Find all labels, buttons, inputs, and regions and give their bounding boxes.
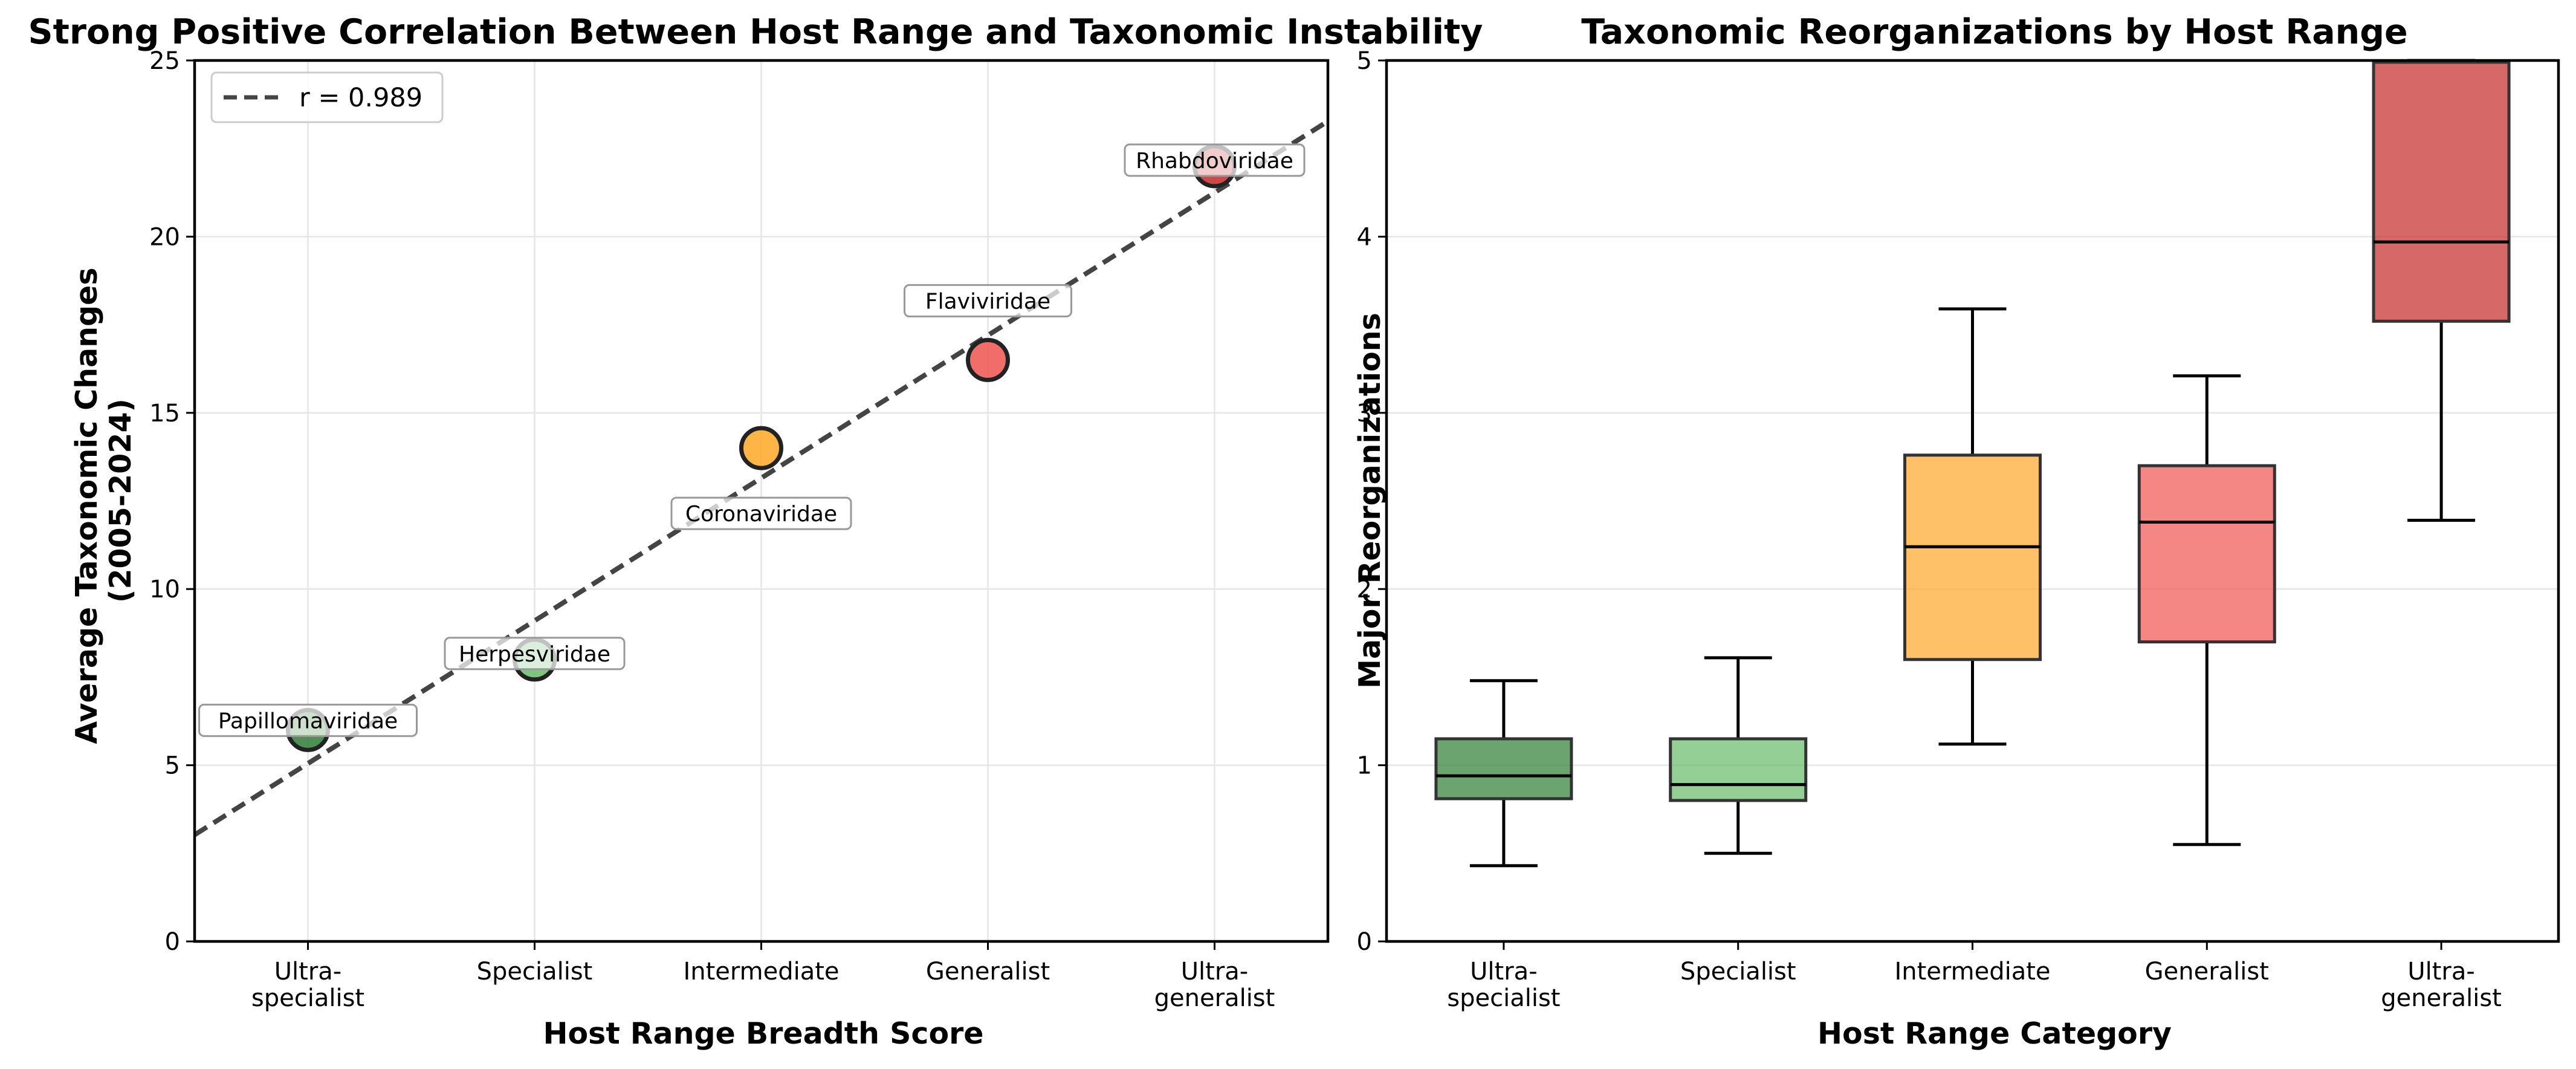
box-plots bbox=[1434, 59, 2511, 868]
scatter-y-axis-label-line-1: Average Taxonomic Changes bbox=[70, 267, 104, 744]
point-annotation: Coronaviridae bbox=[670, 496, 852, 530]
scatter-y-axis-label: Average Taxonomic Changes (2005-2024) bbox=[70, 257, 138, 744]
box-plot bbox=[2137, 374, 2276, 846]
legend-box bbox=[210, 71, 444, 123]
legend-label: r = 0.989 bbox=[299, 83, 422, 113]
scatter-x-axis-label: Host Range Breadth Score bbox=[543, 1016, 983, 1051]
x-tick-label: Specialist bbox=[1680, 958, 1796, 986]
point-annotation-label: Rhabdoviridae bbox=[1136, 149, 1293, 174]
box-plot bbox=[1669, 656, 1808, 855]
x-tick-label-line: Specialist bbox=[477, 958, 593, 986]
x-tick-label: Generalist bbox=[926, 958, 1050, 986]
box-iqr bbox=[1669, 737, 1808, 802]
point-annotation-box bbox=[198, 703, 418, 737]
x-tick-label-line: Intermediate bbox=[683, 958, 839, 986]
x-tick-label-line: Generalist bbox=[926, 958, 1050, 986]
x-tick-label: Generalist bbox=[2145, 958, 2269, 986]
y-tick-label: 4 bbox=[1357, 223, 1372, 251]
x-tick-label-line: Generalist bbox=[2145, 958, 2269, 986]
point-annotation: Rhabdoviridae bbox=[1124, 143, 1306, 177]
point-annotations: Papillomaviridae Herpesviridae Coronavirid… bbox=[198, 143, 1306, 737]
box-plot bbox=[1434, 679, 1573, 868]
x-tick-label-line: Ultra- bbox=[274, 958, 341, 986]
box-plot bbox=[2372, 59, 2511, 522]
x-tick-label-line: specialist bbox=[251, 984, 364, 1012]
x-tick-label-line: Intermediate bbox=[1894, 958, 2050, 986]
point-annotation-label: Papillomaviridae bbox=[218, 709, 398, 733]
x-tick-label-line: specialist bbox=[1447, 984, 1560, 1012]
scatter-chart-title: Strong Positive Correlation Between Host… bbox=[28, 12, 1483, 52]
y-tick-label: 0 bbox=[165, 928, 180, 956]
x-tick-label: Specialist bbox=[477, 958, 593, 986]
x-tick-label-line: generalist bbox=[1154, 984, 1275, 1012]
x-tick-label: Ultra-specialist bbox=[1447, 958, 1560, 1012]
box-x-ticks: Ultra-specialist Specialist Intermediate Ge… bbox=[1447, 941, 2502, 1012]
x-tick-label: Ultra-generalist bbox=[1154, 958, 1275, 1012]
point-annotation-label: Coronaviridae bbox=[685, 502, 837, 527]
y-tick-label: 20 bbox=[149, 223, 180, 251]
y-tick-label: 2 bbox=[1357, 576, 1372, 603]
y-tick-label: 15 bbox=[149, 400, 180, 427]
scatter-y-axis-label-line-2: (2005-2024) bbox=[103, 398, 138, 603]
box-y-axis-label: Major Reorganizations bbox=[1353, 313, 1387, 689]
point-annotation: Herpesviridae bbox=[444, 637, 626, 671]
scatter-x-ticks: Ultra-specialist Specialist Intermediate Ge… bbox=[251, 941, 1275, 1012]
y-tick-label: 5 bbox=[165, 752, 180, 780]
scatter-point bbox=[966, 337, 1010, 382]
y-tick-label: 1 bbox=[1357, 752, 1372, 780]
x-tick-label-line: Ultra- bbox=[2407, 958, 2474, 986]
box-x-axis-label: Host Range Category bbox=[1817, 1016, 2172, 1051]
box-iqr bbox=[2372, 60, 2511, 323]
x-tick-label: Intermediate bbox=[683, 958, 839, 986]
point-annotation-label: Flaviviridae bbox=[925, 289, 1050, 314]
box-iqr bbox=[2137, 464, 2276, 644]
x-tick-label-line: generalist bbox=[2381, 984, 2502, 1012]
point-annotation-box bbox=[670, 496, 852, 530]
y-tick-label: 5 bbox=[1357, 47, 1372, 75]
y-tick-label: 25 bbox=[149, 47, 180, 75]
legend: r = 0.989 bbox=[210, 71, 444, 123]
point-annotation-label: Herpesviridae bbox=[459, 642, 610, 667]
point-annotation-box bbox=[904, 284, 1072, 317]
x-tick-label: Intermediate bbox=[1894, 958, 2050, 986]
scatter-chart: Strong Positive Correlation Between Host… bbox=[28, 12, 1483, 1051]
x-tick-label: Ultra-generalist bbox=[2381, 958, 2502, 1012]
point-annotation-box bbox=[1124, 143, 1306, 177]
scatter-point bbox=[739, 426, 783, 470]
point-annotation-box bbox=[444, 637, 626, 671]
box-plot bbox=[1903, 307, 2042, 746]
box-chart-title: Taxonomic Reorganizations by Host Range bbox=[1581, 12, 2407, 52]
x-tick-label-line: Specialist bbox=[1680, 958, 1796, 986]
point-annotation: Papillomaviridae bbox=[198, 703, 418, 737]
point-annotation: Flaviviridae bbox=[904, 284, 1072, 317]
y-tick-label: 10 bbox=[149, 576, 180, 603]
box-iqr bbox=[1434, 737, 1573, 801]
box-chart: Taxonomic Reorganizations by Host Range … bbox=[1353, 12, 2560, 1051]
y-tick-label: 0 bbox=[1357, 928, 1372, 956]
x-tick-label-line: Ultra- bbox=[1181, 958, 1248, 986]
x-tick-label-line: Ultra- bbox=[1470, 958, 1537, 986]
x-tick-label: Ultra-specialist bbox=[251, 958, 364, 1012]
box-iqr bbox=[1903, 453, 2042, 661]
box-y-ticks: 0 1 2 3 4 5 bbox=[1357, 47, 1387, 956]
y-tick-label: 3 bbox=[1357, 400, 1372, 427]
scatter-y-ticks: 0 5 10 15 20 25 bbox=[149, 47, 195, 956]
